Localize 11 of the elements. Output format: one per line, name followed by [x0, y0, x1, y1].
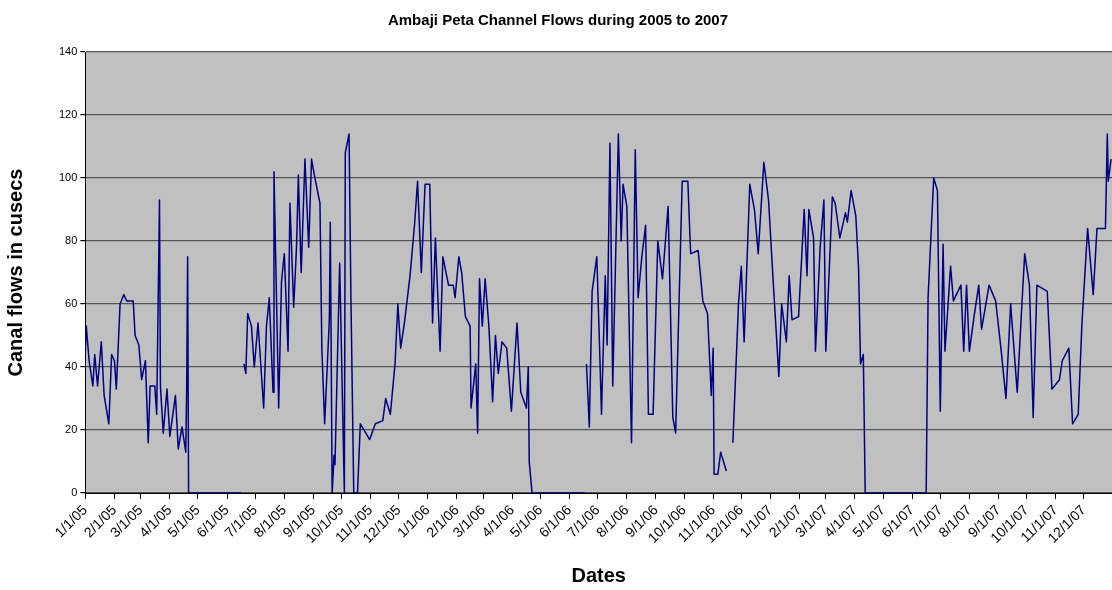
y-tick-label: 100 [58, 171, 78, 184]
y-tick-label: 140 [58, 45, 78, 58]
x-axis-title: Dates [571, 563, 626, 586]
y-tick-label: 120 [58, 108, 78, 121]
y-tick-label: 20 [65, 423, 78, 436]
y-tick-label: 80 [65, 234, 78, 247]
chart-title: Ambaji Peta Channel Flows during 2005 to 2007 [387, 11, 729, 29]
y-tick-label: 0 [71, 486, 78, 499]
y-tick-label: 40 [65, 360, 78, 373]
y-tick-label: 60 [65, 297, 78, 310]
y-axis-title: Canal flows in cusecs [3, 168, 26, 377]
